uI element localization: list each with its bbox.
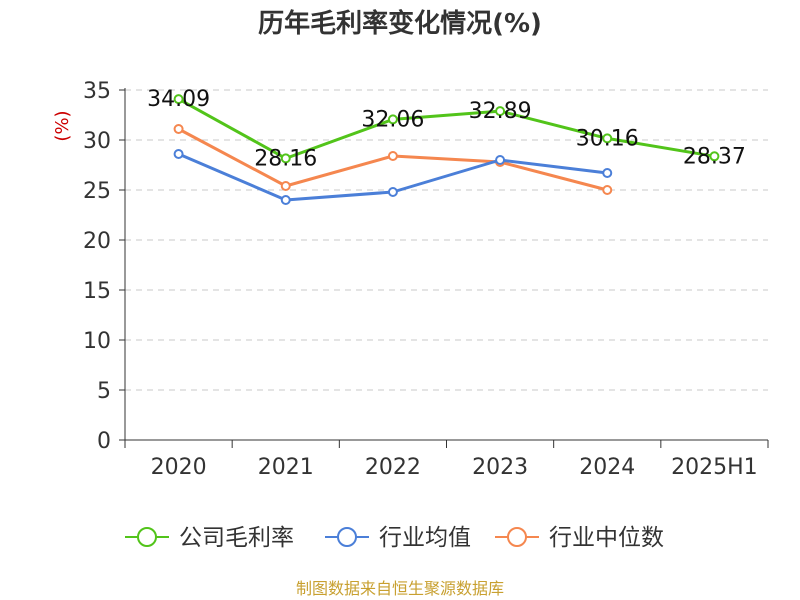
y-tick-label: 0	[97, 429, 111, 454]
series-line	[177, 97, 715, 160]
data-label: 32.89	[469, 99, 532, 124]
data-point	[280, 153, 291, 164]
chart-title: 历年毛利率变化情况(%)	[258, 8, 542, 39]
y-tick-label: 15	[83, 279, 111, 304]
legend-item: 行业中位数	[495, 525, 664, 551]
data-point	[387, 114, 398, 125]
legend-label: 行业中位数	[549, 525, 664, 551]
legend-item: 行业均值	[325, 525, 471, 551]
data-label: 32.06	[361, 107, 424, 132]
legend: 公司毛利率 行业均值 行业中位数	[125, 525, 664, 551]
data-point	[602, 133, 613, 144]
data-point	[709, 151, 720, 162]
y-tick-label: 10	[83, 329, 111, 354]
x-tick-labels: 2020 2021 2022 2023 2024 2025H1	[151, 455, 758, 480]
legend-marker	[507, 527, 527, 547]
x-tick-label: 2020	[151, 455, 207, 480]
data-point	[173, 124, 184, 134]
y-tick-label: 30	[83, 129, 111, 154]
data-point	[387, 151, 398, 161]
series-lines	[173, 94, 720, 205]
legend-marker	[337, 527, 357, 547]
grid-lines	[125, 89, 768, 391]
data-label: 30.16	[576, 126, 639, 151]
data-label: 34.09	[147, 87, 210, 112]
data-point	[495, 155, 506, 165]
x-tick-label: 2022	[365, 455, 421, 480]
x-tick-label: 2023	[472, 455, 528, 480]
legend-item: 公司毛利率	[125, 525, 294, 551]
data-point	[495, 106, 506, 117]
y-tick-label: 25	[83, 179, 111, 204]
data-labels: 34.09 28.16 32.06 32.89 30.16 28.37	[147, 87, 746, 171]
x-tick-label: 2021	[258, 455, 314, 480]
legend-marker	[137, 527, 157, 547]
x-tick-label: 2024	[579, 455, 635, 480]
data-label: 28.37	[683, 144, 746, 169]
data-point	[387, 187, 398, 197]
y-tick-label: 35	[83, 79, 111, 104]
data-point	[280, 181, 291, 191]
source-note: 制图数据来自恒生聚源数据库	[296, 579, 504, 598]
data-point	[602, 185, 613, 195]
data-label: 28.16	[254, 146, 317, 171]
data-point	[173, 149, 184, 159]
legend-label: 公司毛利率	[179, 525, 294, 551]
data-point	[173, 94, 184, 105]
y-tick-labels: 0 5 10 15 20 25 30 35	[83, 79, 111, 454]
y-tick-label: 20	[83, 229, 111, 254]
data-point	[602, 168, 613, 178]
y-axis-label: (%)	[52, 110, 73, 141]
legend-label: 行业均值	[379, 525, 471, 551]
axes	[119, 88, 769, 448]
y-tick-label: 5	[97, 379, 111, 404]
data-point	[280, 195, 291, 205]
x-tick-label: 2025H1	[671, 455, 758, 480]
